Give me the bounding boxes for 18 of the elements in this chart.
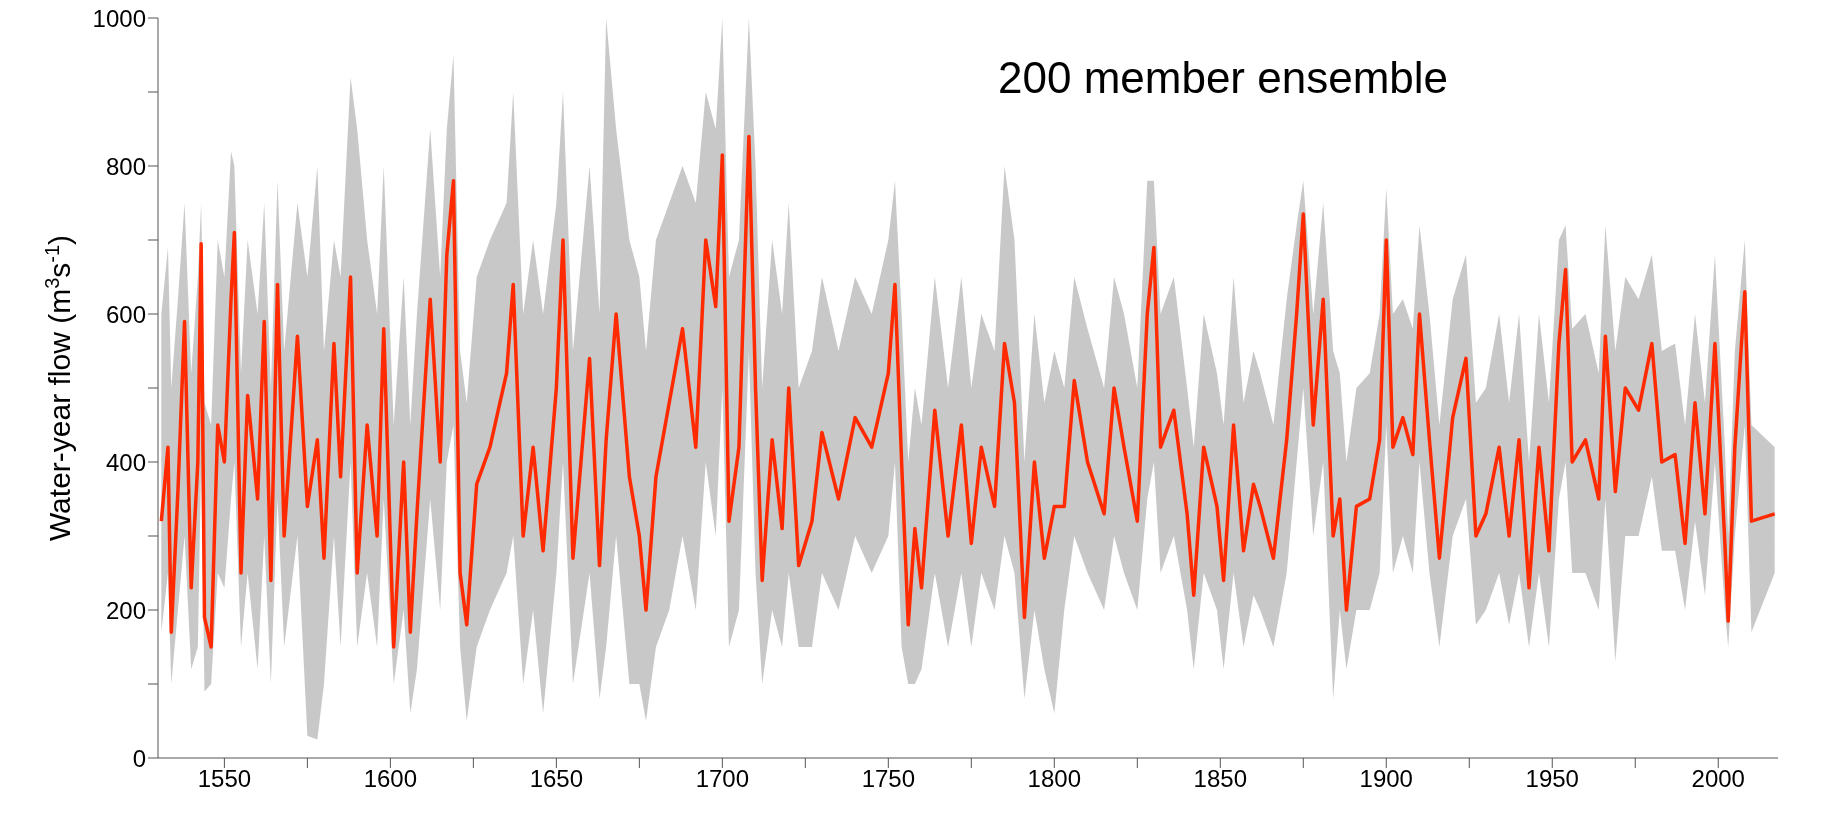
y-tick-label: 0	[132, 744, 146, 772]
x-tick-label: 2000	[1691, 765, 1745, 793]
y-tick-label: 200	[105, 596, 146, 624]
x-tick-label: 1600	[363, 765, 418, 793]
x-tick-label: 1850	[1193, 765, 1247, 793]
x-tick-label: 1900	[1359, 765, 1413, 793]
x-tick-label: 1550	[197, 765, 252, 793]
x-tick-label: 1800	[1027, 765, 1082, 793]
x-tick-label: 1950	[1525, 765, 1579, 793]
x-tick-label: 1750	[861, 765, 916, 793]
y-tick-label: 600	[105, 300, 146, 328]
x-tick-label: 1650	[529, 765, 584, 793]
x-tick-label: 1700	[695, 765, 750, 793]
line-series	[159, 134, 1777, 649]
y-tick-label: 400	[105, 448, 146, 476]
y-tick-label: 1000	[92, 4, 146, 32]
y-tick-label: 800	[105, 152, 146, 180]
annotation: 200 member ensemble	[998, 53, 1449, 103]
